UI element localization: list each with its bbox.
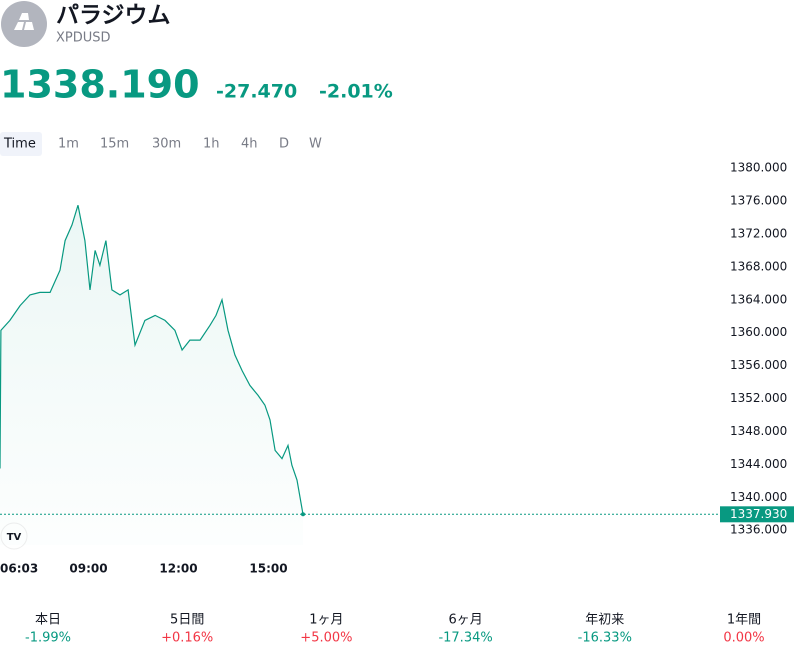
last-point xyxy=(301,512,305,517)
x-tick-label: 06:03 xyxy=(0,562,38,576)
performance-period[interactable]: 年初来 xyxy=(585,613,624,628)
timeframe-tab[interactable]: W xyxy=(309,137,322,152)
instrument-name: パラジウム xyxy=(56,3,171,29)
y-tick-label: 1380.000 xyxy=(730,161,787,175)
price: 1338.190 xyxy=(0,63,200,107)
performance-value[interactable]: -17.34% xyxy=(438,631,492,646)
y-tick-label: 1348.000 xyxy=(730,424,787,438)
symbol: XPDUSD xyxy=(56,31,111,46)
performance-period[interactable]: 5日間 xyxy=(170,613,204,628)
logo xyxy=(1,1,47,47)
timeframe-tab[interactable]: Time xyxy=(3,137,36,152)
performance-period[interactable]: 1ヶ月 xyxy=(309,613,343,628)
performance-value[interactable]: +0.16% xyxy=(161,631,213,646)
change: -27.470 xyxy=(216,81,297,103)
timeframe-tab[interactable]: 4h xyxy=(241,137,258,152)
y-tick-label: 1340.000 xyxy=(730,490,787,504)
performance-period[interactable]: 6ヶ月 xyxy=(448,613,482,628)
area xyxy=(0,205,303,545)
y-tick-label: 1352.000 xyxy=(730,391,787,405)
last-price-tag xyxy=(720,506,794,523)
y-tick-label: 1344.000 xyxy=(730,457,787,471)
performance-value[interactable]: -16.33% xyxy=(578,631,632,646)
performance-value[interactable]: +5.00% xyxy=(300,631,352,646)
y-tick-label: 1376.000 xyxy=(730,194,787,208)
timeframe-tab[interactable]: D xyxy=(279,137,289,152)
timeframe-tab[interactable]: 15m xyxy=(100,137,129,152)
change-percent: -2.01% xyxy=(319,81,393,103)
y-tick-label: 1336.000 xyxy=(730,523,787,537)
timeframe-tab[interactable]: 30m xyxy=(152,137,181,152)
x-tick-label: 12:00 xyxy=(159,562,197,576)
price-line xyxy=(0,205,304,515)
y-tick-label: 1356.000 xyxy=(730,358,787,372)
performance-period[interactable]: 1年間 xyxy=(727,613,761,628)
y-tick-label: 1372.000 xyxy=(730,226,787,240)
x-tick-label: 15:00 xyxy=(249,562,287,576)
performance-period[interactable]: 本日 xyxy=(35,613,61,628)
logo-icon xyxy=(14,13,34,30)
y-tick-label: 1368.000 xyxy=(730,259,787,273)
y-tick-label: 1360.000 xyxy=(730,325,787,339)
timeframe-tab[interactable]: 1m xyxy=(58,137,79,152)
timeframe-tab[interactable]: 1h xyxy=(203,137,220,152)
y-tick-label: 1364.000 xyxy=(730,292,787,306)
last-price-label: 1337.930 xyxy=(730,507,787,521)
performance-value[interactable]: -1.99% xyxy=(25,631,71,646)
performance-value[interactable]: 0.00% xyxy=(723,631,764,646)
tab-active-bg xyxy=(0,132,42,156)
x-tick-label: 09:00 xyxy=(69,562,107,576)
